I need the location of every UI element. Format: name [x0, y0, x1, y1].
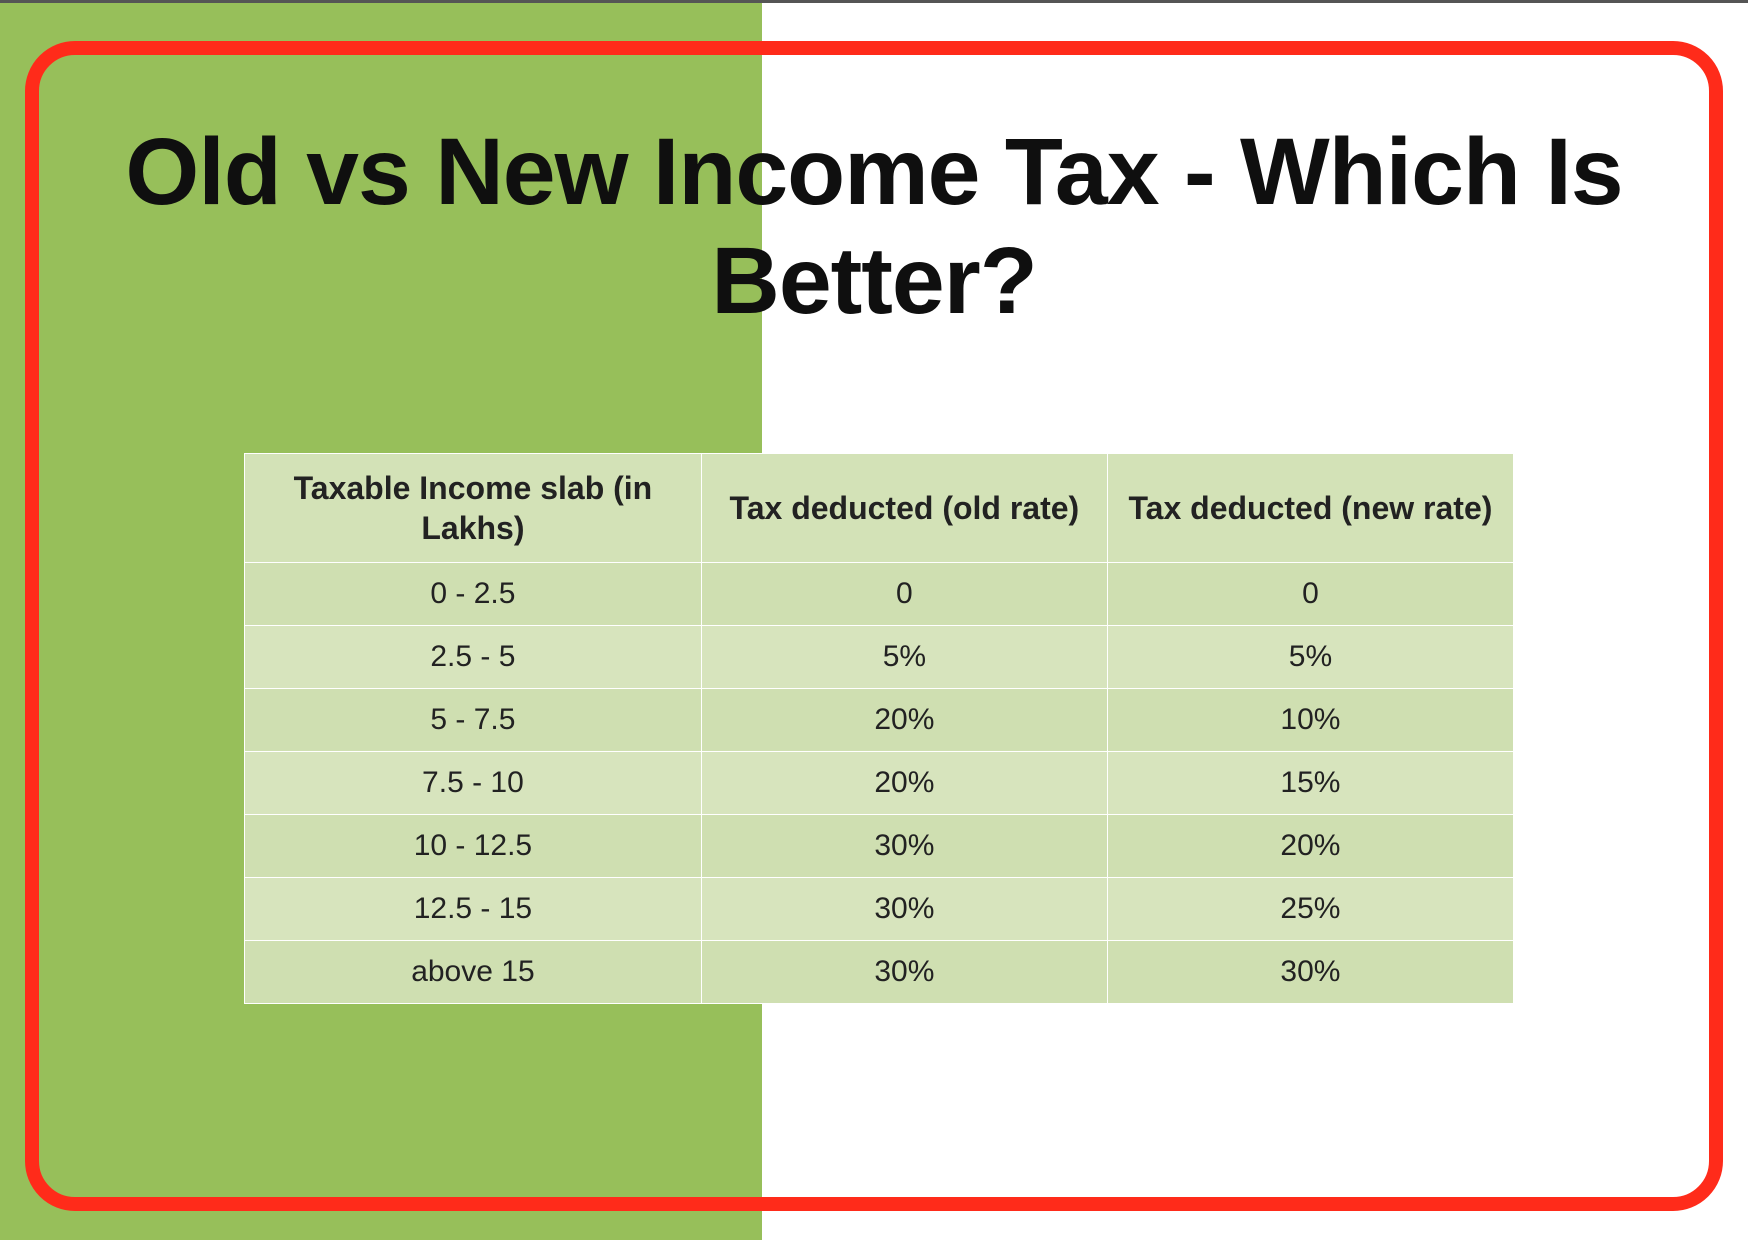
- cell-new: 5%: [1107, 626, 1513, 689]
- page-title: Old vs New Income Tax - Which Is Better?: [0, 118, 1748, 337]
- cell-new: 25%: [1107, 878, 1513, 941]
- cell-new: 10%: [1107, 689, 1513, 752]
- cell-slab: 10 - 12.5: [245, 815, 702, 878]
- cell-old: 5%: [701, 626, 1107, 689]
- cell-slab: above 15: [245, 941, 702, 1004]
- cell-slab: 5 - 7.5: [245, 689, 702, 752]
- cell-old: 20%: [701, 689, 1107, 752]
- table-row: 5 - 7.5 20% 10%: [245, 689, 1514, 752]
- cell-new: 20%: [1107, 815, 1513, 878]
- table-row: 7.5 - 10 20% 15%: [245, 752, 1514, 815]
- cell-slab: 0 - 2.5: [245, 563, 702, 626]
- cell-old: 30%: [701, 941, 1107, 1004]
- table-row: above 15 30% 30%: [245, 941, 1514, 1004]
- cell-old: 20%: [701, 752, 1107, 815]
- cell-slab: 2.5 - 5: [245, 626, 702, 689]
- cell-new: 0: [1107, 563, 1513, 626]
- cell-new: 15%: [1107, 752, 1513, 815]
- cell-old: 30%: [701, 815, 1107, 878]
- table-row: 0 - 2.5 0 0: [245, 563, 1514, 626]
- table-row: 10 - 12.5 30% 20%: [245, 815, 1514, 878]
- table-header-row: Taxable Income slab (in Lakhs) Tax deduc…: [245, 454, 1514, 563]
- tax-comparison-table: Taxable Income slab (in Lakhs) Tax deduc…: [244, 453, 1514, 1004]
- col-header-old: Tax deducted (old rate): [701, 454, 1107, 563]
- cell-slab: 7.5 - 10: [245, 752, 702, 815]
- col-header-slab: Taxable Income slab (in Lakhs): [245, 454, 702, 563]
- cell-old: 0: [701, 563, 1107, 626]
- table-row: 2.5 - 5 5% 5%: [245, 626, 1514, 689]
- col-header-new: Tax deducted (new rate): [1107, 454, 1513, 563]
- cell-new: 30%: [1107, 941, 1513, 1004]
- table-row: 12.5 - 15 30% 25%: [245, 878, 1514, 941]
- cell-slab: 12.5 - 15: [245, 878, 702, 941]
- tax-table-container: Taxable Income slab (in Lakhs) Tax deduc…: [244, 453, 1514, 1004]
- cell-old: 30%: [701, 878, 1107, 941]
- table-body: 0 - 2.5 0 0 2.5 - 5 5% 5% 5 - 7.5 20% 10…: [245, 563, 1514, 1004]
